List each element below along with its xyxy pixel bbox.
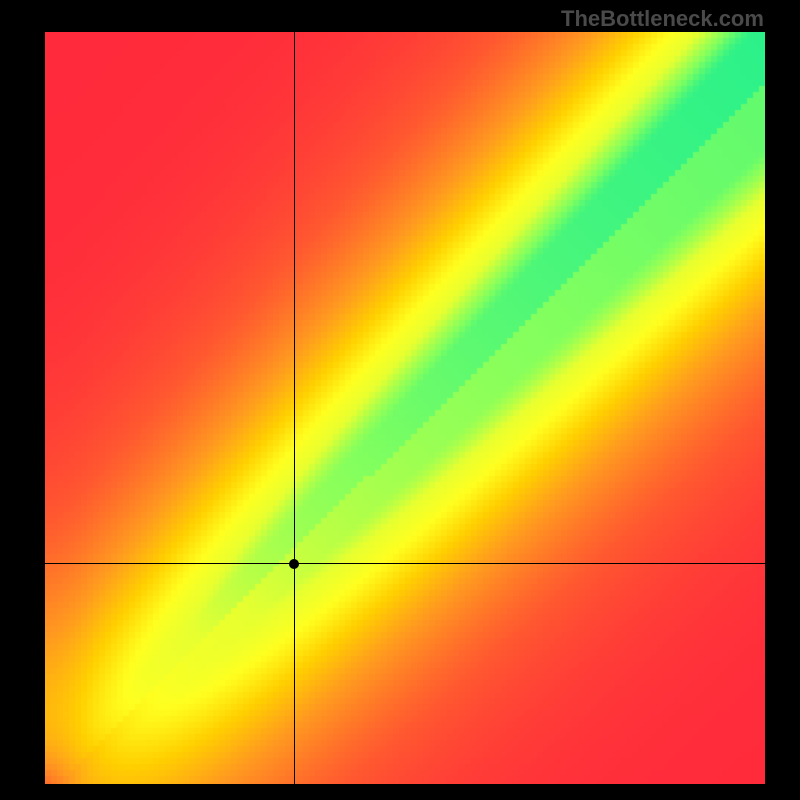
crosshair-marker <box>289 559 299 569</box>
watermark-text: TheBottleneck.com <box>561 6 764 32</box>
bottleneck-heatmap <box>45 32 765 784</box>
crosshair-horizontal <box>45 563 765 564</box>
crosshair-vertical <box>294 32 295 784</box>
